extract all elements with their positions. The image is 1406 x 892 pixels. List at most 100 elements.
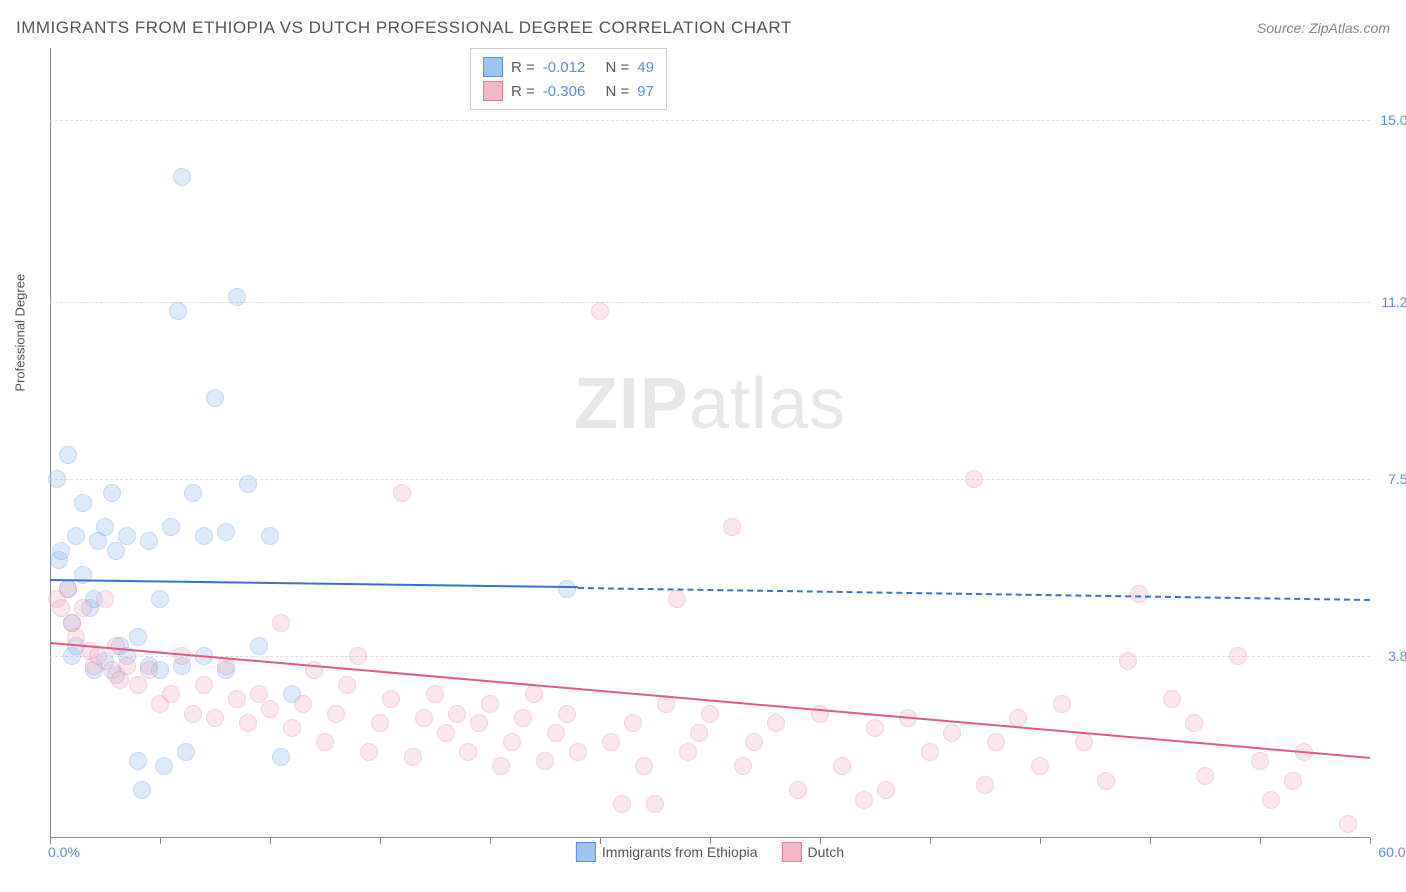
scatter-point	[1009, 709, 1027, 727]
scatter-point	[261, 700, 279, 718]
scatter-point	[1339, 815, 1357, 833]
scatter-point	[965, 470, 983, 488]
scatter-point	[228, 690, 246, 708]
scatter-point	[195, 676, 213, 694]
y-axis-label: Professional Degree	[13, 274, 28, 392]
scatter-point	[316, 733, 334, 751]
n-label: N =	[605, 83, 629, 100]
scatter-point	[415, 709, 433, 727]
x-tick	[1370, 838, 1371, 844]
scatter-point	[723, 518, 741, 536]
legend-label-dutch: Dutch	[808, 844, 845, 860]
scatter-point	[48, 470, 66, 488]
scatter-point	[349, 647, 367, 665]
scatter-point	[140, 532, 158, 550]
scatter-point	[1031, 757, 1049, 775]
scatter-point	[327, 705, 345, 723]
x-min-label: 0.0%	[48, 844, 80, 860]
scatter-point	[67, 527, 85, 545]
scatter-point	[591, 302, 609, 320]
correlation-legend: R = -0.012 N = 49 R = -0.306 N = 97	[470, 48, 667, 110]
scatter-point	[96, 518, 114, 536]
scatter-point	[470, 714, 488, 732]
scatter-point	[103, 484, 121, 502]
scatter-point	[437, 724, 455, 742]
scatter-point	[129, 628, 147, 646]
scatter-point	[877, 781, 895, 799]
n-value: 97	[637, 83, 654, 100]
x-tick	[490, 838, 491, 844]
scatter-point	[459, 743, 477, 761]
y-tick-label: 15.0%	[1380, 112, 1406, 128]
scatter-point	[1185, 714, 1203, 732]
scatter-point	[679, 743, 697, 761]
scatter-point	[52, 542, 70, 560]
scatter-point	[272, 614, 290, 632]
scatter-point	[206, 389, 224, 407]
y-tick-label: 3.8%	[1388, 648, 1406, 664]
scatter-point	[177, 743, 195, 761]
y-axis	[50, 48, 51, 838]
swatch-ethiopia-icon	[576, 842, 596, 862]
scatter-point	[767, 714, 785, 732]
scatter-point	[195, 527, 213, 545]
watermark-zip: ZIP	[574, 364, 689, 444]
watermark: ZIPatlas	[574, 363, 846, 445]
scatter-point	[184, 705, 202, 723]
legend-row-ethiopia: R = -0.012 N = 49	[483, 55, 654, 79]
chart-title: IMMIGRANTS FROM ETHIOPIA VS DUTCH PROFES…	[16, 18, 792, 38]
scatter-point	[668, 590, 686, 608]
swatch-ethiopia	[483, 57, 503, 77]
scatter-point	[74, 494, 92, 512]
scatter-point	[646, 795, 664, 813]
x-tick	[930, 838, 931, 844]
scatter-point	[184, 484, 202, 502]
scatter-point	[1284, 772, 1302, 790]
scatter-point	[613, 795, 631, 813]
scatter-point	[89, 647, 107, 665]
scatter-point	[393, 484, 411, 502]
x-tick	[270, 838, 271, 844]
trend-line	[578, 587, 1370, 601]
scatter-point	[1119, 652, 1137, 670]
scatter-point	[173, 168, 191, 186]
y-tick-label: 7.5%	[1388, 471, 1406, 487]
scatter-point	[811, 705, 829, 723]
scatter-point	[162, 685, 180, 703]
scatter-point	[1196, 767, 1214, 785]
scatter-point	[294, 695, 312, 713]
header: IMMIGRANTS FROM ETHIOPIA VS DUTCH PROFES…	[16, 18, 1390, 38]
scatter-point	[250, 637, 268, 655]
scatter-point	[1262, 791, 1280, 809]
scatter-point	[635, 757, 653, 775]
scatter-point	[789, 781, 807, 799]
scatter-point	[976, 776, 994, 794]
scatter-point	[690, 724, 708, 742]
scatter-point	[448, 705, 466, 723]
legend-row-dutch: R = -0.306 N = 97	[483, 79, 654, 103]
n-value: 49	[637, 59, 654, 76]
scatter-point	[547, 724, 565, 742]
x-tick	[1040, 838, 1041, 844]
scatter-point	[140, 661, 158, 679]
scatter-point	[514, 709, 532, 727]
scatter-point	[833, 757, 851, 775]
x-tick	[1260, 838, 1261, 844]
scatter-point	[129, 752, 147, 770]
scatter-point	[155, 757, 173, 775]
scatter-point	[558, 580, 576, 598]
scatter-point	[1053, 695, 1071, 713]
legend-item-ethiopia: Immigrants from Ethiopia	[576, 842, 758, 862]
scatter-point	[239, 475, 257, 493]
r-value: -0.012	[543, 59, 586, 76]
scatter-point	[525, 685, 543, 703]
scatter-point	[1229, 647, 1247, 665]
scatter-point	[382, 690, 400, 708]
scatter-point	[701, 705, 719, 723]
legend-item-dutch: Dutch	[782, 842, 845, 862]
r-label: R =	[511, 83, 535, 100]
scatter-point	[1251, 752, 1269, 770]
r-value: -0.306	[543, 83, 586, 100]
scatter-point	[59, 580, 77, 598]
x-tick	[1150, 838, 1151, 844]
